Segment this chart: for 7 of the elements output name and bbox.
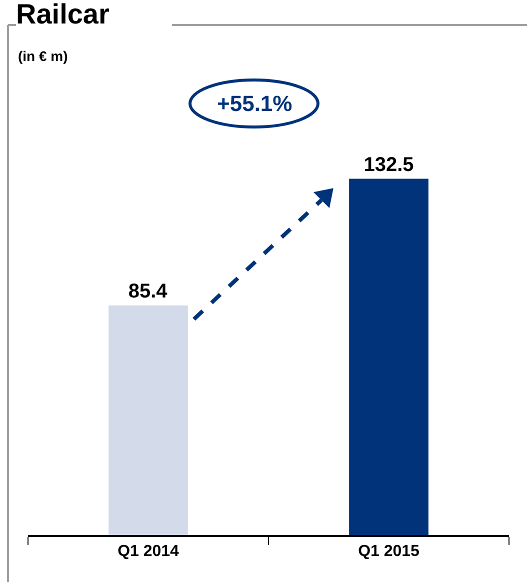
- chart-subtitle: (in € m): [18, 48, 68, 64]
- chart-title: Railcar: [16, 0, 110, 30]
- text: +55.1%: [217, 91, 292, 116]
- x-tick-label: Q1 2015: [358, 542, 420, 560]
- data-label: 132.5: [364, 154, 414, 176]
- x-tick-label: Q1 2014: [118, 542, 180, 560]
- data-label: 85.4: [128, 280, 168, 302]
